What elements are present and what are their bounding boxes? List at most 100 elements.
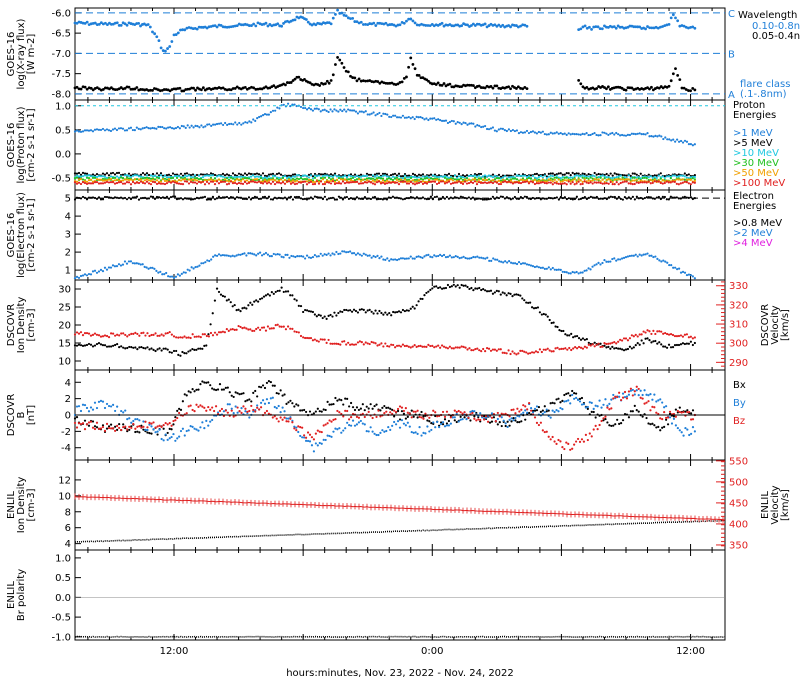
data-point	[431, 287, 434, 290]
data-point	[678, 406, 681, 409]
data-point	[426, 419, 429, 422]
data-point	[590, 410, 593, 413]
data-point	[426, 425, 429, 428]
data-point	[411, 63, 415, 66]
data-point	[510, 408, 513, 412]
data-point	[569, 394, 572, 397]
data-point	[521, 87, 525, 91]
data-point	[664, 260, 667, 263]
data-point	[653, 174, 656, 177]
data-point	[321, 316, 324, 320]
data-point	[521, 177, 525, 180]
data-point	[623, 396, 627, 399]
data-point	[443, 180, 447, 183]
data-point	[477, 174, 481, 177]
data-point	[399, 178, 403, 181]
data-point	[430, 22, 434, 26]
data-point	[161, 125, 164, 129]
data-point	[267, 181, 271, 184]
data-point	[587, 181, 590, 185]
data-point	[384, 342, 387, 345]
data-point	[446, 347, 450, 350]
data-point	[232, 123, 235, 126]
data-point	[101, 424, 105, 427]
data-point	[375, 178, 379, 181]
data-point	[498, 260, 501, 263]
data-point	[540, 350, 543, 354]
data-point	[563, 132, 566, 135]
y-axis-title: [W m-2]	[26, 34, 37, 75]
data-point	[343, 340, 346, 343]
data-point	[301, 178, 305, 181]
data-point	[490, 412, 494, 415]
data-point	[353, 76, 357, 80]
data-point	[257, 197, 261, 200]
data-point	[75, 176, 79, 179]
data-point	[177, 336, 180, 339]
data-point	[265, 398, 269, 401]
data-point	[607, 176, 610, 179]
data-point	[523, 350, 526, 353]
data-point	[555, 196, 558, 199]
data-point	[209, 174, 213, 177]
data-point	[679, 174, 682, 177]
data-point	[174, 126, 178, 130]
data-point	[627, 174, 630, 177]
series--2-mev	[73, 250, 696, 280]
data-point	[219, 23, 223, 27]
data-point	[313, 195, 317, 198]
data-point	[321, 109, 324, 112]
data-point	[599, 174, 602, 178]
data-point	[463, 178, 467, 181]
data-point	[593, 171, 596, 175]
data-point	[323, 108, 326, 111]
data-point	[507, 85, 510, 89]
data-point	[344, 397, 347, 400]
data-point	[363, 181, 367, 184]
data-point	[349, 17, 352, 21]
data-point	[75, 85, 79, 89]
data-point	[235, 175, 239, 179]
data-point	[221, 178, 225, 181]
data-point	[501, 195, 505, 198]
data-point	[570, 332, 573, 335]
data-point	[293, 175, 297, 178]
data-point	[205, 334, 208, 338]
data-point	[664, 331, 667, 335]
data-point	[470, 256, 473, 260]
data-point	[247, 24, 251, 27]
data-point	[119, 86, 123, 89]
data-point	[89, 182, 93, 185]
data-point	[217, 122, 221, 125]
data-point	[321, 173, 325, 176]
data-point	[600, 406, 603, 409]
data-point	[404, 407, 407, 410]
data-point	[183, 28, 187, 32]
data-point	[403, 309, 406, 313]
data-point	[519, 181, 523, 185]
data-point	[513, 195, 517, 199]
data-point	[220, 388, 224, 391]
data-point	[97, 342, 101, 345]
data-point	[362, 111, 365, 114]
data-point	[605, 260, 608, 263]
data-point	[459, 195, 463, 198]
data-point	[358, 308, 361, 311]
data-point	[626, 255, 630, 258]
data-point	[103, 406, 107, 410]
panel-frame	[74, 189, 726, 281]
data-point	[97, 400, 101, 403]
data-point	[603, 344, 606, 347]
data-point	[285, 417, 288, 420]
data-point	[211, 180, 215, 183]
data-point	[146, 23, 150, 26]
data-point	[379, 409, 382, 412]
data-point	[243, 177, 247, 180]
data-point	[663, 181, 666, 185]
data-point	[658, 330, 661, 333]
data-point	[509, 175, 513, 179]
data-point	[382, 112, 385, 115]
data-point	[267, 173, 271, 176]
data-point	[496, 258, 499, 261]
data-point	[273, 175, 277, 178]
